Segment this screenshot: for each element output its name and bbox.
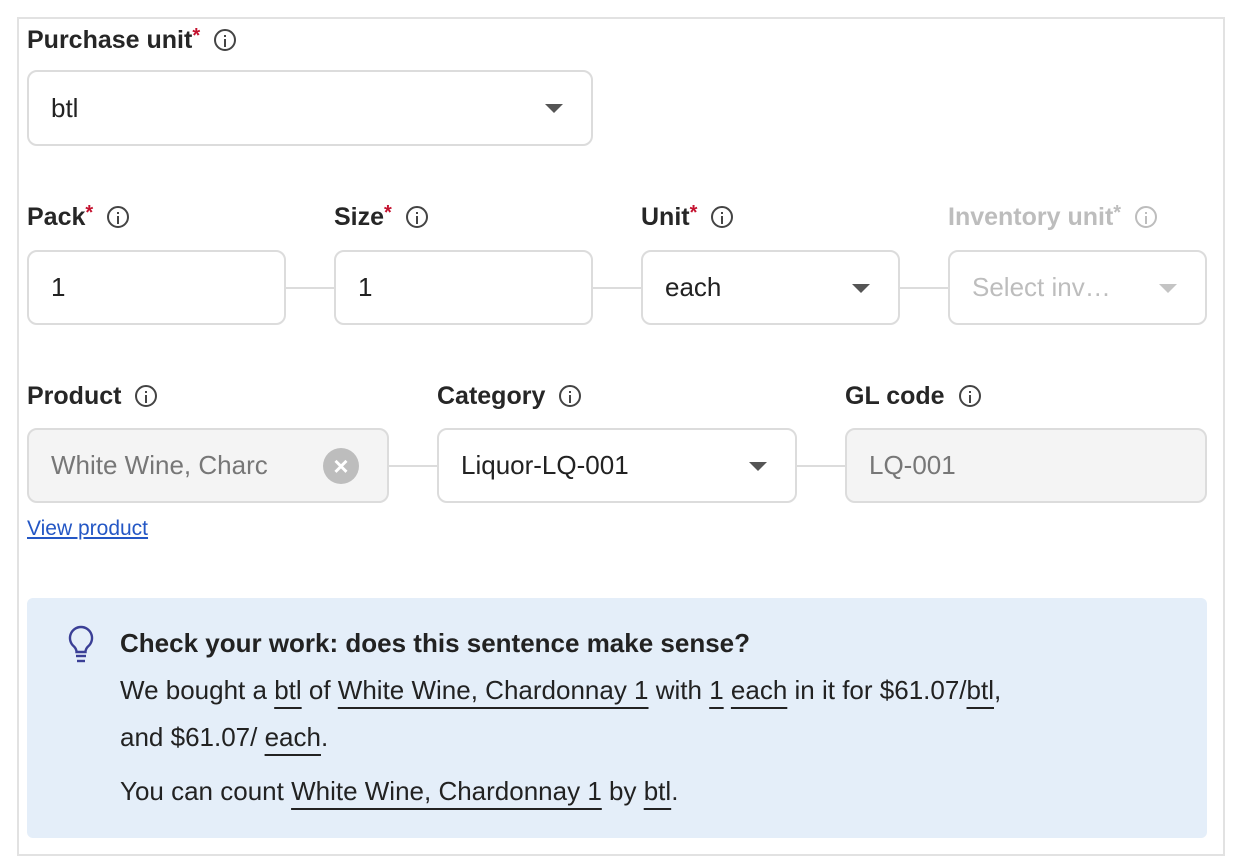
unit-ref: each [730, 675, 788, 705]
clear-icon[interactable]: × [323, 447, 359, 484]
select-value: each [665, 272, 722, 302]
category-select[interactable]: Liquor-LQ-001 [437, 428, 797, 503]
label-text: Purchase unit [27, 25, 193, 54]
inventory-unit-select[interactable]: Select inv… [948, 250, 1207, 325]
select-value: btl [51, 92, 79, 123]
connector [593, 287, 641, 289]
required-mark: * [689, 202, 698, 224]
info-icon[interactable] [214, 29, 237, 51]
view-product-link[interactable]: View product [27, 517, 149, 540]
info-icon[interactable] [711, 206, 734, 228]
lightbulb-icon [68, 625, 94, 663]
connector [900, 287, 948, 289]
product-input[interactable]: White Wine, Charc × [27, 428, 389, 503]
gl-code-label: GL code [845, 379, 981, 413]
input-value: White Wine, Charc [51, 450, 268, 480]
chevron-down-icon [545, 104, 563, 113]
required-mark: * [85, 202, 94, 224]
label-text: Inventory unit [948, 202, 1114, 231]
select-placeholder: Select inv… [972, 272, 1111, 302]
input-value: 1 [358, 272, 373, 302]
text: and $61.07/ [120, 722, 265, 752]
text: . [671, 776, 679, 806]
purchase-unit-label: Purchase unit * [27, 23, 237, 57]
label-text: GL code [845, 381, 945, 410]
purchase-unit-select[interactable]: btl [27, 70, 593, 146]
size-input[interactable]: 1 [334, 250, 593, 325]
callout-line-3: You can count White Wine, Chardonnay 1 b… [120, 776, 678, 807]
size-label: Size * [334, 200, 428, 234]
chevron-down-icon [1159, 283, 1177, 293]
connector [797, 465, 845, 467]
label-text: Unit [641, 202, 690, 231]
gl-code-input: LQ-001 [845, 428, 1207, 503]
required-mark: * [192, 25, 201, 47]
pack-input[interactable]: 1 [27, 250, 286, 325]
unit-ref: each [264, 722, 321, 752]
input-value: 1 [51, 272, 66, 302]
label-text: Pack [27, 202, 86, 231]
purchase-unit-ref: btl [966, 675, 994, 705]
info-icon[interactable] [958, 385, 981, 407]
input-value: LQ-001 [869, 450, 956, 480]
purchase-unit-ref: btl [274, 675, 302, 705]
select-value: Liquor-LQ-001 [461, 450, 629, 480]
info-icon[interactable] [107, 206, 130, 228]
text: We bought a [120, 675, 275, 705]
purchase-unit-ref: btl [643, 776, 672, 806]
text: with [648, 675, 710, 705]
label-text: Product [27, 381, 122, 410]
product-label: Product [27, 379, 158, 413]
inventory-unit-label: Inventory unit * [948, 200, 1158, 234]
text: in it for $61.07/ [787, 675, 967, 705]
info-icon[interactable] [405, 206, 428, 228]
info-icon[interactable] [1135, 206, 1158, 228]
connector [389, 465, 437, 467]
chevron-down-icon [852, 283, 870, 293]
required-mark: * [1113, 202, 1122, 224]
product-ref: White Wine, Chardonnay 1 [291, 776, 602, 806]
text: , [994, 675, 1002, 705]
callout-line-1: We bought a btl of White Wine, Chardonna… [120, 675, 1001, 706]
info-icon[interactable] [135, 385, 158, 407]
size-ref: 1 [709, 675, 724, 705]
text [724, 675, 731, 705]
connector [286, 287, 334, 289]
text: . [320, 722, 329, 752]
unit-label: Unit * [641, 200, 734, 234]
label-text: Size [334, 202, 385, 231]
pack-label: Pack * [27, 200, 130, 234]
callout-heading: Check your work: does this sentence make… [120, 628, 751, 658]
product-ref: White Wine, Chardonnay 1 [337, 675, 649, 705]
info-icon[interactable] [559, 385, 582, 407]
check-work-callout: Check your work: does this sentence make… [27, 598, 1207, 838]
text: You can count [120, 776, 292, 806]
required-mark: * [384, 202, 392, 224]
callout-line-2: and $61.07/ each. [120, 722, 328, 753]
chevron-down-icon [749, 461, 767, 471]
text: by [601, 776, 644, 806]
text: of [301, 675, 338, 705]
label-text: Category [437, 381, 546, 410]
unit-select[interactable]: each [641, 250, 900, 325]
category-label: Category [437, 379, 582, 413]
